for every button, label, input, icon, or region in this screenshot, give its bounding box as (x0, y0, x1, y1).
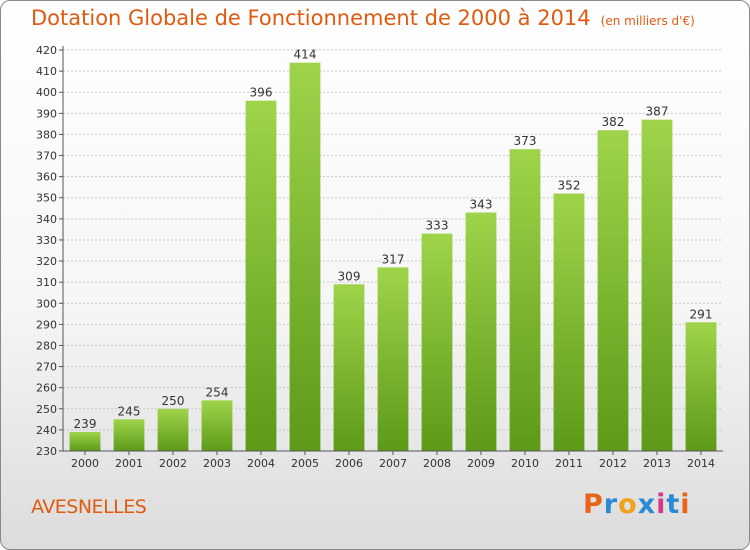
x-tick-label: 2009 (467, 457, 495, 470)
bar (377, 267, 409, 451)
bar-value-label: 387 (646, 105, 669, 119)
y-tick-label: 280 (36, 339, 57, 352)
bar-value-label: 239 (74, 417, 97, 431)
x-tick-label: 2014 (687, 457, 715, 470)
bar (465, 212, 497, 451)
bar (641, 119, 673, 451)
x-tick-label: 2006 (335, 457, 363, 470)
logo-letter: i (656, 489, 667, 520)
bar (421, 233, 453, 451)
y-tick-label: 240 (36, 424, 57, 437)
chart-unit: (en milliers d'€) (600, 14, 695, 28)
y-tick-label: 410 (36, 65, 57, 78)
y-tick-label: 250 (36, 403, 57, 416)
x-tick-label: 2007 (379, 457, 407, 470)
bar-value-label: 254 (206, 385, 229, 399)
y-tick-label: 300 (36, 297, 57, 310)
axis-layer: 230 240 250 260 270 280 290 300 310 320 330 340 350 3… (36, 44, 723, 470)
x-tick-label: 2001 (115, 457, 143, 470)
bar (685, 322, 717, 451)
logo-letter: o (618, 489, 638, 520)
x-tick-label: 2013 (643, 457, 671, 470)
bar-value-label: 333 (426, 219, 449, 233)
bar-value-label: 245 (118, 404, 141, 418)
x-tick-label: 2002 (159, 457, 187, 470)
chart-title-text: Dotation Globale de Fonctionnement de 20… (31, 6, 591, 30)
bar-value-label: 352 (558, 179, 581, 193)
y-tick-label: 330 (36, 234, 57, 247)
x-tick-label: 2012 (599, 457, 627, 470)
x-tick-label: 2005 (291, 457, 319, 470)
bar (597, 130, 629, 451)
bar-value-label: 414 (294, 48, 317, 62)
y-tick-label: 320 (36, 255, 57, 268)
bar (553, 193, 585, 451)
bar (69, 432, 101, 451)
y-tick-label: 390 (36, 107, 57, 120)
y-tick-label: 380 (36, 128, 57, 141)
logo-letter: x (637, 489, 657, 520)
x-tick-label: 2011 (555, 457, 583, 470)
logo-letter: P (583, 489, 604, 520)
y-tick-label: 230 (36, 445, 57, 458)
x-tick-label: 2008 (423, 457, 451, 470)
x-tick-label: 2000 (71, 457, 99, 470)
bar-value-label: 343 (470, 198, 493, 212)
y-tick-label: 340 (36, 213, 57, 226)
bar (509, 149, 541, 451)
bar-value-label: 317 (382, 252, 405, 266)
x-tick-label: 2010 (511, 457, 539, 470)
bar (333, 284, 365, 451)
logo-letter: r (603, 489, 619, 520)
bar (157, 408, 189, 451)
chart-title: Dotation Globale de Fonctionnement de 20… (31, 6, 695, 30)
bar-value-label: 291 (690, 307, 713, 321)
y-tick-label: 370 (36, 150, 57, 163)
x-tick-label: 2003 (203, 457, 231, 470)
logo-letter: i (680, 489, 691, 520)
bar-value-label: 373 (514, 134, 537, 148)
y-tick-label: 260 (36, 382, 57, 395)
bar (289, 62, 321, 452)
bar (201, 400, 233, 451)
y-tick-label: 360 (36, 171, 57, 184)
y-tick-label: 270 (36, 361, 57, 374)
y-tick-label: 420 (36, 44, 57, 57)
bar-layer (69, 62, 717, 452)
bar-value-label: 309 (338, 269, 361, 283)
y-tick-label: 290 (36, 318, 57, 331)
bar-value-label: 396 (250, 86, 273, 100)
y-tick-label: 350 (36, 192, 57, 205)
logo-letter: t (666, 489, 681, 520)
y-tick-label: 310 (36, 276, 57, 289)
bar (245, 100, 277, 451)
bar-value-label: 250 (162, 394, 185, 408)
bar (113, 419, 145, 451)
label-layer: 239 245 250 254 396 414 309 317 333 343 373 352 382 3… (74, 48, 713, 431)
place-name: AVESNELLES (31, 496, 147, 518)
x-tick-label: 2004 (247, 457, 275, 470)
proxiti-logo: Proxiti (583, 489, 691, 520)
y-tick-label: 400 (36, 86, 57, 99)
bar-value-label: 382 (602, 115, 625, 129)
